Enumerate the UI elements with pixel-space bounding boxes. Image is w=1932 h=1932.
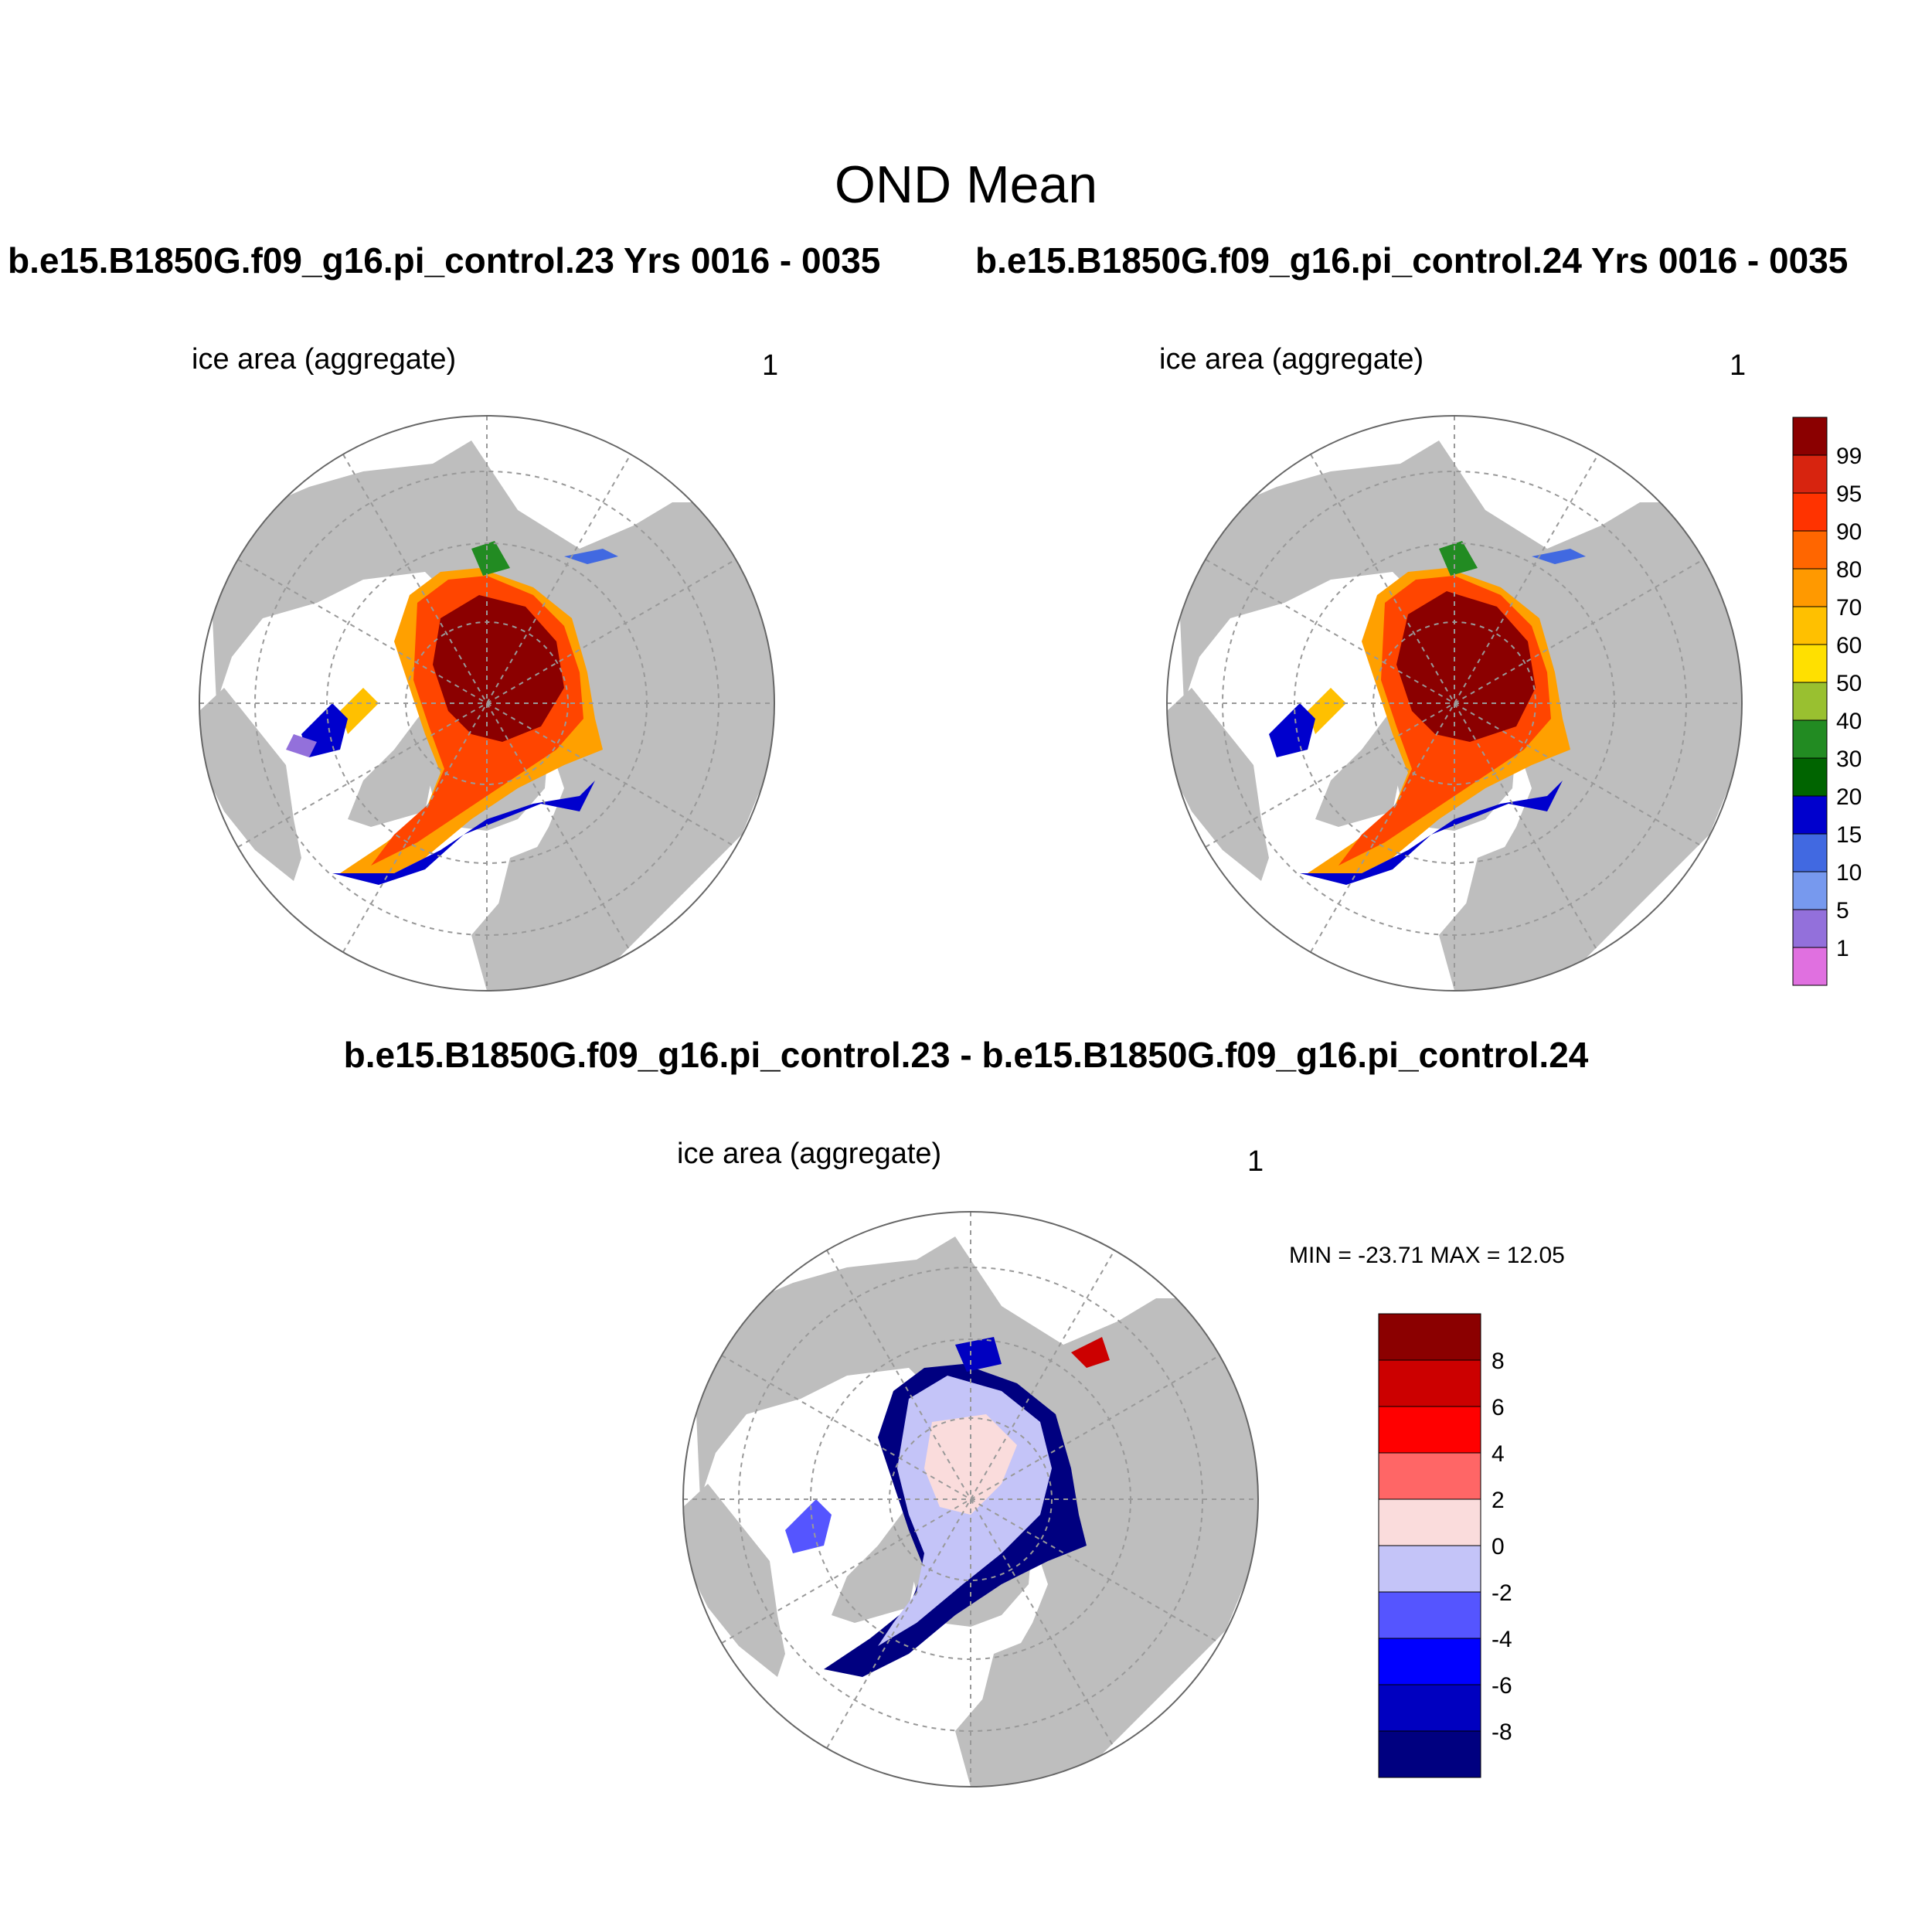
colorbar-main-box-3 <box>1792 530 1828 570</box>
panel-1-variable-label: ice area (aggregate) <box>192 343 457 376</box>
panel-1-units-label: 1 <box>762 349 779 382</box>
panel-2-variable-label: ice area (aggregate) <box>1159 343 1424 376</box>
colorbar-diff-box-9 <box>1378 1730 1481 1778</box>
colorbar-main-box-10 <box>1792 795 1828 835</box>
colorbar-main-label-1: 95 <box>1836 481 1862 507</box>
colorbar-main-box-5 <box>1792 606 1828 645</box>
colorbar-diff-label-6: -4 <box>1492 1627 1512 1652</box>
colorbar-main-box-7 <box>1792 682 1828 721</box>
colorbar-main-box-12 <box>1792 871 1828 910</box>
difference-field <box>785 1337 1110 1677</box>
colorbar-diff-box-4 <box>1378 1498 1481 1546</box>
panel-2-run-title: b.e15.B1850G.f09_g16.pi_control.24 Yrs 0… <box>975 240 1849 281</box>
colorbar-ice-area: 99 95 90 80 70 60 50 40 30 20 15 10 5 1 <box>1792 417 1862 986</box>
sea-ice-field-2 <box>1269 541 1586 885</box>
colorbar-diff-label-8: -8 <box>1492 1719 1512 1745</box>
colorbar-main-box-1 <box>1792 454 1828 494</box>
colorbar-diff-box-1 <box>1378 1359 1481 1407</box>
panel-3-units-label: 1 <box>1247 1145 1264 1178</box>
panel-3-variable-label: ice area (aggregate) <box>677 1138 942 1170</box>
colorbar-diff-label-2: 4 <box>1492 1441 1505 1467</box>
colorbar-main-label-7: 40 <box>1836 709 1862 734</box>
colorbar-main-label-11: 10 <box>1836 860 1862 886</box>
min-max-label: MIN = -23.71 MAX = 12.05 <box>1289 1243 1565 1268</box>
colorbar-main-label-4: 70 <box>1836 595 1862 621</box>
colorbar-diff-label-5: -2 <box>1492 1580 1512 1606</box>
colorbar-diff-label-7: -6 <box>1492 1673 1512 1699</box>
colorbar-difference: 8 6 4 2 0 -2 -4 -6 -8 <box>1378 1313 1512 1778</box>
colorbar-main-label-6: 50 <box>1836 671 1862 696</box>
colorbar-main-box-4 <box>1792 568 1828 607</box>
colorbar-diff-label-3: 2 <box>1492 1488 1505 1513</box>
colorbar-diff-label-0: 8 <box>1492 1349 1505 1374</box>
colorbar-diff-box-0 <box>1378 1313 1481 1361</box>
map-panel-2 <box>1166 415 1743 992</box>
figure-title: OND Mean <box>834 155 1098 214</box>
panel-1-run-title: b.e15.B1850G.f09_g16.pi_control.23 Yrs 0… <box>8 240 881 281</box>
colorbar-diff-label-1: 6 <box>1492 1395 1505 1420</box>
map-panel-1 <box>199 415 775 992</box>
colorbar-main-label-13: 1 <box>1836 936 1849 961</box>
colorbar-diff-box-8 <box>1378 1684 1481 1732</box>
colorbar-main-label-8: 30 <box>1836 747 1862 772</box>
colorbar-main-box-2 <box>1792 492 1828 532</box>
difference-title: b.e15.B1850G.f09_g16.pi_control.23 - b.e… <box>343 1035 1589 1075</box>
colorbar-main-label-5: 60 <box>1836 633 1862 658</box>
colorbar-main-label-10: 15 <box>1836 822 1862 848</box>
colorbar-main-label-9: 20 <box>1836 784 1862 810</box>
colorbar-diff-box-5 <box>1378 1545 1481 1593</box>
colorbar-main-label-2: 90 <box>1836 519 1862 545</box>
colorbar-diff-box-7 <box>1378 1638 1481 1685</box>
colorbar-main-box-0 <box>1792 417 1828 456</box>
colorbar-main-label-0: 99 <box>1836 444 1862 469</box>
colorbar-diff-box-6 <box>1378 1591 1481 1639</box>
colorbar-diff-box-3 <box>1378 1452 1481 1500</box>
colorbar-main-box-11 <box>1792 833 1828 872</box>
colorbar-main-box-13 <box>1792 909 1828 948</box>
colorbar-main-box-6 <box>1792 644 1828 683</box>
sea-ice-field-1 <box>286 541 618 885</box>
colorbar-main-label-3: 80 <box>1836 557 1862 583</box>
map-panel-difference <box>682 1211 1259 1787</box>
panel-2-units-label: 1 <box>1730 349 1747 382</box>
colorbar-diff-label-4: 0 <box>1492 1534 1505 1560</box>
colorbar-main-box-8 <box>1792 719 1828 759</box>
colorbar-diff-box-2 <box>1378 1406 1481 1454</box>
colorbar-main-box-9 <box>1792 757 1828 797</box>
colorbar-main-label-12: 5 <box>1836 898 1849 923</box>
colorbar-main-box-14 <box>1792 947 1828 986</box>
